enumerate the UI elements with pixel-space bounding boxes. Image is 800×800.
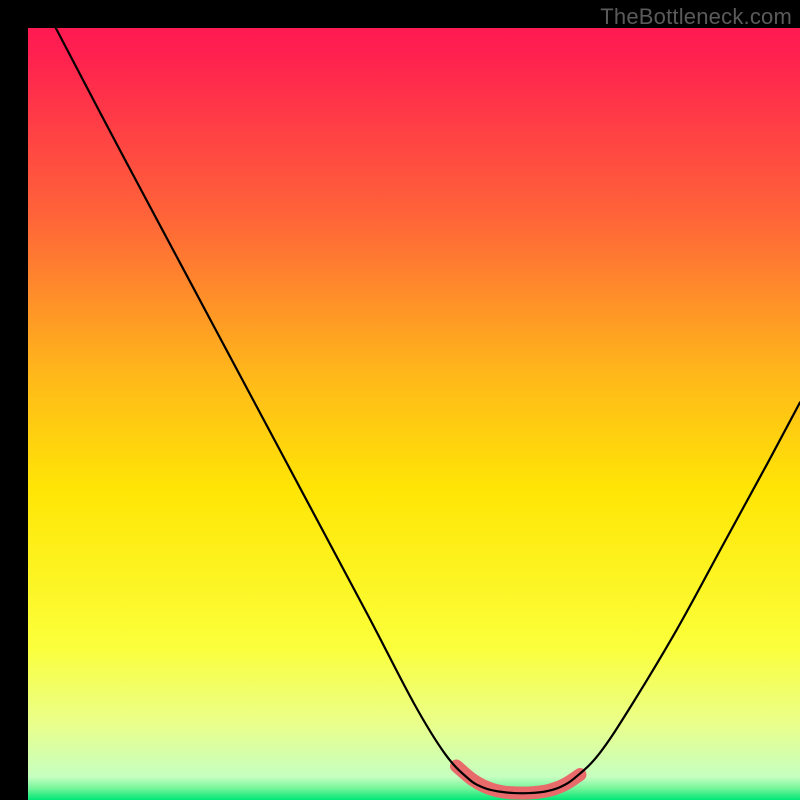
gradient-background <box>28 28 800 800</box>
bottleneck-chart: TheBottleneck.com <box>0 0 800 800</box>
frame-left <box>0 0 28 800</box>
chart-svg <box>0 0 800 800</box>
watermark-text: TheBottleneck.com <box>600 4 792 30</box>
